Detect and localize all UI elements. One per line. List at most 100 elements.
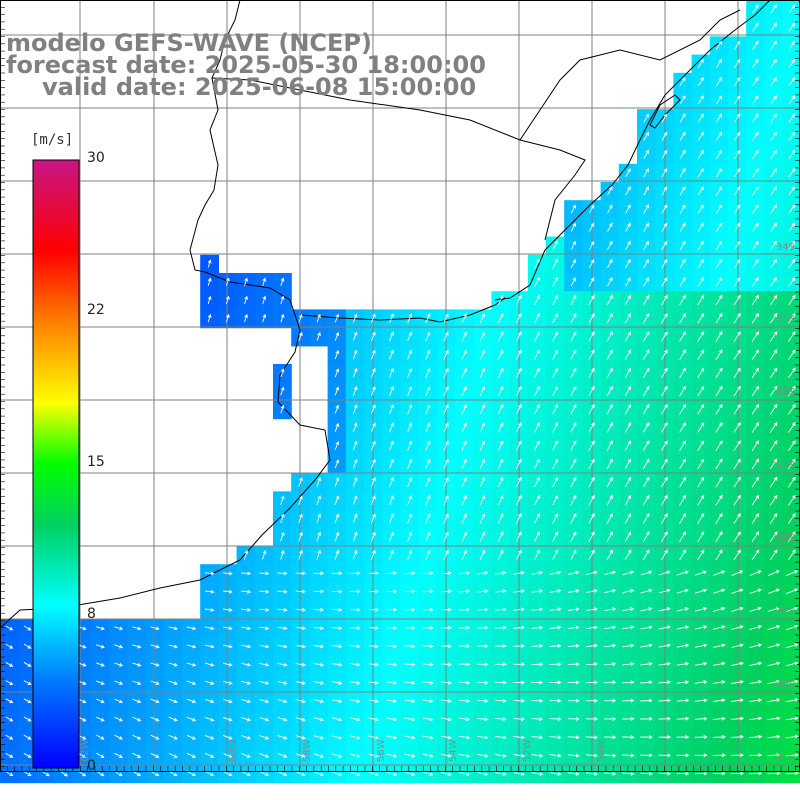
wind-arrow <box>640 735 653 740</box>
wind-arrow <box>458 771 471 777</box>
wind-arrow <box>588 277 595 287</box>
wind-arrow <box>715 168 722 178</box>
wind-arrow <box>769 331 778 342</box>
wind-arrow <box>552 240 558 251</box>
wind-arrow <box>715 422 723 433</box>
wind-arrow <box>767 771 781 776</box>
wind-arrow <box>752 22 759 32</box>
wind-arrow <box>549 643 562 648</box>
latitude-label: 35S <box>776 314 795 325</box>
wind-arrow <box>770 277 777 287</box>
wind-arrow <box>298 477 303 487</box>
wind-arrow <box>713 625 726 630</box>
wind-arrow <box>186 716 197 722</box>
wind-arrow <box>316 549 322 560</box>
wind-arrow <box>676 661 690 666</box>
wind-arrow <box>244 313 248 323</box>
wind-arrow <box>549 589 562 593</box>
wind-arrow <box>713 606 726 612</box>
wind-arrow <box>752 40 759 50</box>
wind-arrow <box>223 753 233 758</box>
wind-arrow <box>749 734 763 739</box>
wind-arrow <box>606 331 613 342</box>
wind-arrow <box>96 770 105 777</box>
wind-arrow <box>715 149 722 160</box>
wind-arrow <box>752 149 759 160</box>
coastline-path <box>0 0 331 629</box>
wind-arrow <box>788 277 796 287</box>
wind-arrow <box>513 753 526 758</box>
wind-arrow <box>752 222 759 232</box>
wind-arrow <box>661 222 668 232</box>
wind-arrow <box>207 259 212 268</box>
wind-arrow <box>207 295 212 305</box>
wind-arrow <box>295 644 306 649</box>
wind-arrow <box>588 294 595 306</box>
wind-arrow <box>715 312 723 324</box>
wind-arrow <box>570 513 577 524</box>
wind-arrow <box>769 349 778 360</box>
wind-arrow <box>734 131 741 141</box>
wind-arrow <box>643 277 649 287</box>
longitude-label: 52W <box>522 739 533 762</box>
wind-arrow <box>715 95 723 105</box>
wind-arrow <box>788 294 796 306</box>
wind-arrow <box>770 22 777 32</box>
wind-arrow <box>461 313 467 324</box>
wind-arrow <box>386 771 398 777</box>
wind-arrow <box>658 588 671 594</box>
wind-arrow <box>749 698 763 703</box>
wind-arrow <box>661 331 668 342</box>
wind-arrow <box>588 204 595 214</box>
wind-arrow <box>624 422 632 433</box>
wind-arrow <box>715 76 723 87</box>
wind-arrow <box>186 662 197 667</box>
wind-arrow <box>661 349 668 360</box>
wind-arrow <box>749 661 763 667</box>
wind-arrow <box>642 458 650 470</box>
wind-arrow <box>733 422 741 433</box>
wind-arrow <box>349 644 361 649</box>
wind-arrow <box>295 589 306 594</box>
wind-arrow <box>567 772 580 776</box>
wind-arrow <box>552 403 559 415</box>
wind-arrow <box>697 294 705 306</box>
wind-arrow <box>23 643 32 649</box>
wind-arrow <box>694 753 708 758</box>
wind-arrow <box>567 643 580 648</box>
wind-arrow <box>770 186 777 196</box>
wind-arrow <box>186 698 197 704</box>
wind-arrow <box>331 717 343 722</box>
wind-arrow <box>241 608 252 612</box>
wind-arrow <box>549 735 562 740</box>
wind-arrow <box>552 313 559 324</box>
wind-arrow <box>388 549 394 560</box>
wind-arrow <box>259 680 270 685</box>
wind-arrow <box>585 643 598 648</box>
wind-arrow <box>570 440 577 451</box>
wind-arrow <box>295 771 306 777</box>
wind-arrow <box>658 771 672 776</box>
wind-arrow <box>697 385 705 397</box>
wind-arrow <box>368 717 379 722</box>
latitude-label: 34S <box>776 242 795 253</box>
wind-arrow <box>386 662 398 667</box>
wind-arrow <box>370 386 376 396</box>
wind-arrow <box>752 240 759 251</box>
wind-arrow <box>731 734 745 739</box>
wind-arrow <box>280 531 285 542</box>
wind-arrow <box>114 734 123 740</box>
wind-arrow <box>715 512 723 524</box>
wind-arrow <box>585 625 598 630</box>
wind-arrow <box>549 698 562 703</box>
wind-arrow <box>513 680 526 685</box>
wind-arrow <box>606 294 613 306</box>
wind-arrow <box>697 149 704 160</box>
wind-arrow <box>734 77 741 87</box>
wind-arrow <box>606 349 613 360</box>
wind-arrow <box>567 698 580 703</box>
wind-arrow <box>622 716 635 721</box>
wind-arrow <box>313 681 325 685</box>
wind-arrow <box>461 422 467 433</box>
wind-arrow <box>204 626 215 631</box>
